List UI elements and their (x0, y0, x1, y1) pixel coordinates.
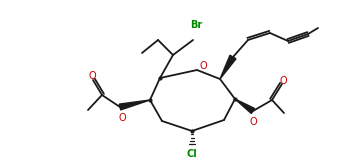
Polygon shape (235, 99, 255, 114)
Text: O: O (118, 113, 126, 123)
Polygon shape (119, 100, 150, 110)
Text: O: O (249, 117, 257, 127)
Text: O: O (279, 76, 287, 86)
Text: Br: Br (190, 20, 202, 30)
Text: Cl: Cl (187, 149, 197, 159)
Text: O: O (200, 61, 208, 71)
Polygon shape (220, 55, 236, 79)
Text: O: O (88, 71, 96, 81)
